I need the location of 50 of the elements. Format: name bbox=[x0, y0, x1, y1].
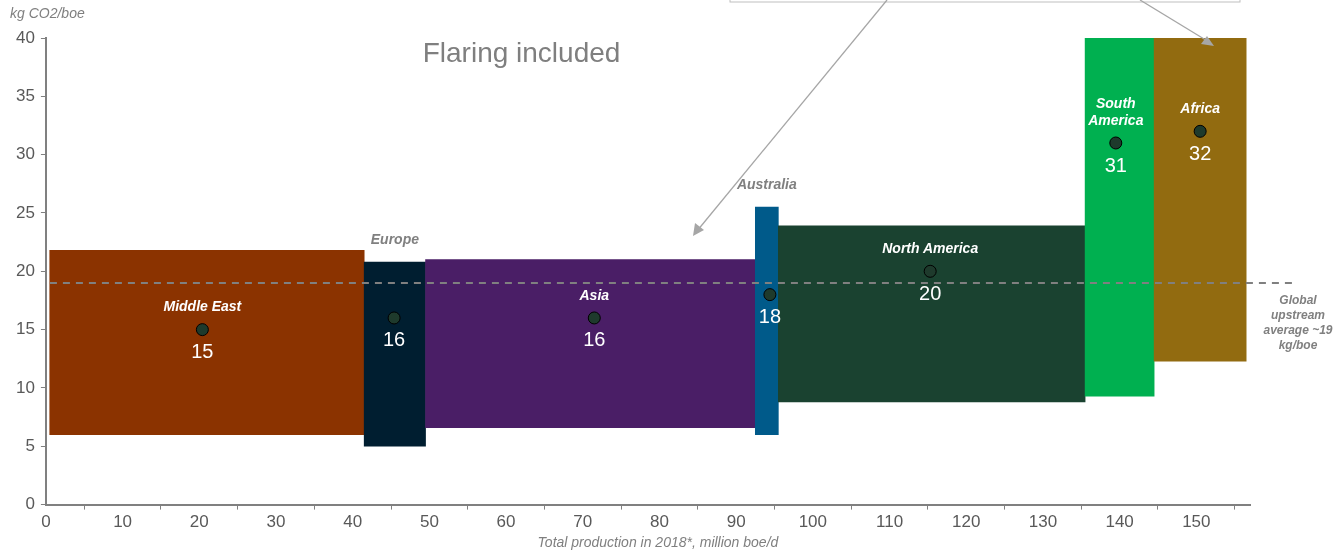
annotation: North America bbox=[882, 240, 979, 257]
annotation: Australia bbox=[735, 176, 797, 192]
y-tick-label: 15 bbox=[15, 319, 35, 339]
x-tick-label: 60 bbox=[496, 512, 516, 532]
x-tick-label: 120 bbox=[952, 512, 981, 532]
point bbox=[587, 311, 601, 325]
data-label: 18 bbox=[758, 305, 782, 328]
data-label: 20 bbox=[919, 281, 942, 304]
x-tick-label: 0 bbox=[41, 512, 51, 532]
data-label: 15 bbox=[191, 340, 214, 363]
annotation: South America bbox=[1087, 94, 1144, 128]
y-tick-label: 40 bbox=[15, 27, 35, 47]
x-tick-label: 90 bbox=[726, 512, 746, 532]
point bbox=[1109, 136, 1123, 150]
x-tick-label: 50 bbox=[419, 512, 439, 532]
y-tick-label: 10 bbox=[15, 377, 35, 397]
data-label: 32 bbox=[1189, 141, 1212, 164]
point bbox=[387, 311, 401, 325]
annotation: Asia bbox=[578, 286, 610, 303]
x-tick-label: 80 bbox=[650, 512, 669, 532]
annotation: Europe bbox=[370, 230, 420, 247]
chart-title: Flaring included bbox=[422, 36, 621, 68]
y-tick-label: 35 bbox=[15, 86, 35, 106]
data-label: 31 bbox=[1104, 153, 1127, 176]
annotation: Middle East bbox=[163, 298, 243, 315]
x-tick-label: 20 bbox=[189, 512, 209, 532]
y-tick-label: 20 bbox=[15, 260, 35, 280]
point bbox=[763, 288, 777, 302]
data-label: 16 bbox=[583, 328, 606, 351]
x-tick-label: 40 bbox=[343, 512, 363, 532]
x-tick-label: 100 bbox=[798, 512, 828, 532]
ref-line-label: Global upstream average ~19 kg/boe bbox=[1263, 293, 1333, 353]
data-label: 16 bbox=[382, 328, 406, 351]
x-axis-title: Total production in 2018*, million boe/d bbox=[537, 533, 780, 550]
x-tick-label: 10 bbox=[113, 512, 133, 532]
y-tick-label: 30 bbox=[15, 144, 35, 164]
x-tick-label: 30 bbox=[266, 512, 286, 532]
x-tick-label: 150 bbox=[1182, 512, 1211, 532]
point bbox=[195, 323, 209, 337]
point bbox=[923, 264, 937, 278]
x-tick-label: 110 bbox=[875, 512, 904, 532]
y-tick-label: 5 bbox=[25, 435, 35, 455]
x-tick-label: 130 bbox=[1028, 512, 1058, 532]
x-tick-label: 140 bbox=[1105, 512, 1134, 532]
x-tick-label: 70 bbox=[573, 512, 593, 532]
y-axis-title: kg CO2/boe bbox=[10, 4, 85, 21]
annotation: Africa bbox=[1179, 100, 1221, 117]
y-tick-label: 0 bbox=[25, 494, 35, 514]
point bbox=[1193, 124, 1207, 138]
y-tick-label: 25 bbox=[15, 202, 35, 222]
